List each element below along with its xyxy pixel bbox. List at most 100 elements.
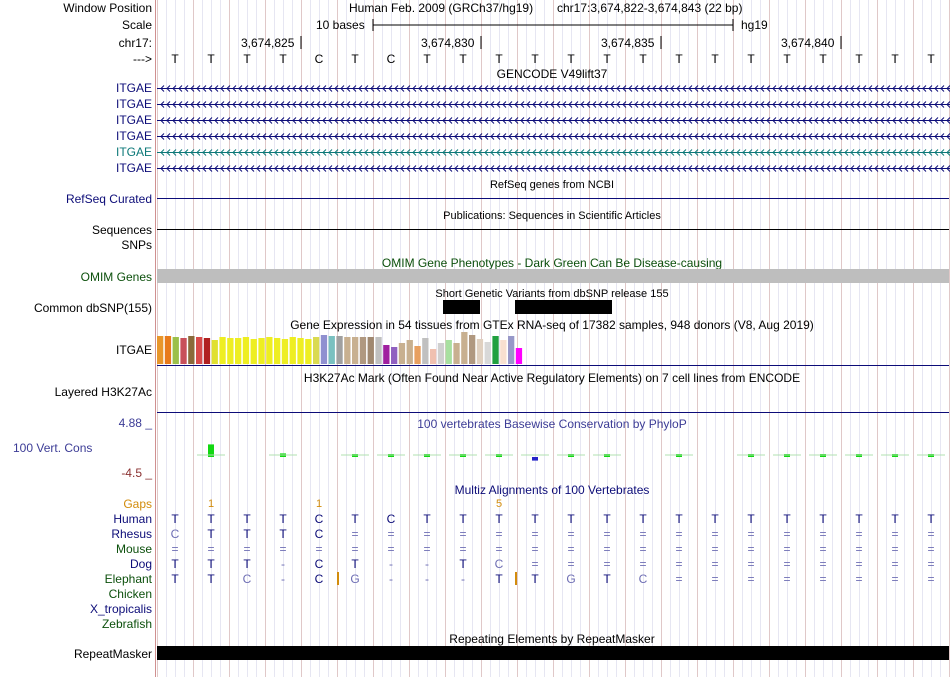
cons-min-label: -4.5 _: [121, 466, 152, 480]
alignment-base: =: [531, 557, 539, 571]
base-letter: T: [243, 52, 251, 66]
gencode-label-6[interactable]: ITGAE: [115, 161, 152, 175]
alignment-base: =: [639, 542, 647, 556]
alignment-base: C: [494, 557, 504, 571]
gtex-tissue-bar: [203, 338, 211, 364]
cons-label[interactable]: 100 Vert. Cons: [13, 441, 93, 455]
conservation-graph[interactable]: [197, 444, 945, 461]
alignment-base: T: [531, 572, 539, 586]
alignment-base: -: [425, 572, 429, 586]
gtex-label[interactable]: ITGAE: [115, 343, 152, 357]
scale-bases-text: 10 bases: [316, 18, 365, 32]
species-label[interactable]: Zebrafish: [101, 617, 152, 631]
alignment-base: T: [207, 512, 215, 526]
species-label[interactable]: Rhesus: [111, 527, 152, 541]
strand-chevrons: [160, 133, 950, 140]
species-label[interactable]: X_tropicalis: [89, 602, 152, 616]
gencode-label-3[interactable]: ITGAE: [115, 113, 152, 127]
base-letter: T: [207, 52, 215, 66]
alignment-base: =: [675, 542, 683, 556]
alignment-base: =: [423, 542, 431, 556]
alignment-base: =: [603, 557, 611, 571]
gtex-tissue-bar: [383, 345, 390, 364]
species-label[interactable]: Elephant: [104, 572, 152, 586]
strand-chevrons: [160, 101, 950, 108]
alignment-base: T: [783, 512, 791, 526]
species-label[interactable]: Human: [113, 512, 152, 526]
alignment-base: C: [314, 527, 324, 541]
strand-chevrons: [160, 117, 950, 124]
gtex-tissue-bar: [219, 337, 226, 364]
gtex-tissue-bar: [352, 337, 359, 364]
alignment-base: =: [207, 542, 215, 556]
alignment-base: G: [350, 572, 360, 586]
gtex-tissue-bar: [336, 336, 343, 364]
dbsnp-variant[interactable]: [443, 300, 480, 314]
publications-line[interactable]: [157, 229, 949, 230]
base-grid: [155, 0, 950, 677]
base-letter: T: [819, 52, 827, 66]
alignment-base: =: [531, 542, 539, 556]
alignment-base: =: [855, 542, 863, 556]
species-label[interactable]: Mouse: [115, 542, 152, 556]
strand-chevrons: [160, 149, 950, 156]
gtex-tissue-bar: [430, 349, 437, 364]
refseq-label[interactable]: RefSeq Curated: [65, 192, 152, 206]
alignment-base: -: [281, 557, 285, 571]
assembly-text: Human Feb. 2009 (GRCh37/hg19): [349, 1, 534, 15]
omim-bar[interactable]: [157, 269, 949, 283]
alignment-base: =: [495, 542, 503, 556]
alignment-base: T: [603, 572, 611, 586]
gencode-title: GENCODE V49lift37: [496, 67, 608, 81]
omim-label[interactable]: OMIM Genes: [80, 270, 152, 284]
base-letter: T: [603, 52, 611, 66]
dbsnp-label[interactable]: Common dbSNP(155): [33, 301, 152, 315]
alignment-base: =: [891, 572, 899, 586]
alignment-base: T: [171, 512, 179, 526]
gencode-label-1[interactable]: ITGAE: [115, 81, 152, 95]
alignment-base: =: [567, 557, 575, 571]
gencode-label-5[interactable]: ITGAE: [115, 145, 152, 159]
gencode-transcripts[interactable]: [157, 85, 950, 172]
alignment-base: -: [389, 557, 393, 571]
alignment-base: =: [747, 542, 755, 556]
snps-label[interactable]: SNPs: [121, 238, 152, 252]
alignment-base: T: [459, 512, 467, 526]
alignment-base: =: [567, 542, 575, 556]
refseq-line[interactable]: [157, 198, 949, 199]
alignment-base: C: [314, 512, 324, 526]
alignment-base: =: [783, 527, 791, 541]
alignment-base: =: [819, 557, 827, 571]
gtex-tissue-bar: [172, 337, 179, 364]
alignment-base: T: [675, 512, 683, 526]
gtex-tissue-bar: [297, 338, 304, 364]
species-label[interactable]: Dog: [129, 557, 152, 571]
alignment-base: =: [459, 542, 467, 556]
repeatmasker-bar[interactable]: [157, 646, 949, 660]
dbsnp-variant[interactable]: [515, 300, 612, 314]
gtex-tissue-bar: [266, 337, 273, 364]
sequences-label[interactable]: Sequences: [91, 223, 152, 237]
gtex-tissue-bar: [515, 348, 523, 364]
base-letter: T: [927, 52, 935, 66]
species-label[interactable]: Chicken: [108, 587, 152, 601]
strand-arrow-label: --->: [133, 52, 152, 66]
gencode-label-2[interactable]: ITGAE: [115, 97, 152, 111]
omim-title: OMIM Gene Phenotypes - Dark Green Can Be…: [381, 256, 723, 270]
base-letter: T: [459, 52, 467, 66]
alignment-base: C: [386, 512, 396, 526]
gtex-expression-bars[interactable]: [157, 332, 523, 364]
h3k27ac-label[interactable]: Layered H3K27Ac: [54, 385, 152, 399]
base-letter: T: [639, 52, 647, 66]
gtex-tissue-bar: [180, 338, 187, 364]
gtex-tissue-bar: [414, 346, 421, 364]
alignment-base: T: [891, 512, 899, 526]
gtex-tissue-bar: [437, 343, 445, 364]
scale-bar: [300, 19, 842, 49]
gtex-tissue-bar: [406, 340, 413, 364]
repeatmasker-label[interactable]: RepeatMasker: [73, 647, 152, 661]
alignment-base: =: [783, 542, 791, 556]
gencode-label-4[interactable]: ITGAE: [115, 129, 152, 143]
scale-label: Scale: [121, 18, 152, 32]
